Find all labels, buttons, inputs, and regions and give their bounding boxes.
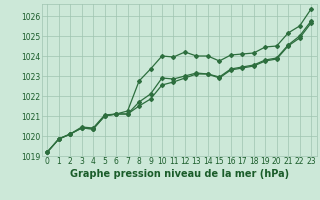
X-axis label: Graphe pression niveau de la mer (hPa): Graphe pression niveau de la mer (hPa) — [70, 169, 289, 179]
